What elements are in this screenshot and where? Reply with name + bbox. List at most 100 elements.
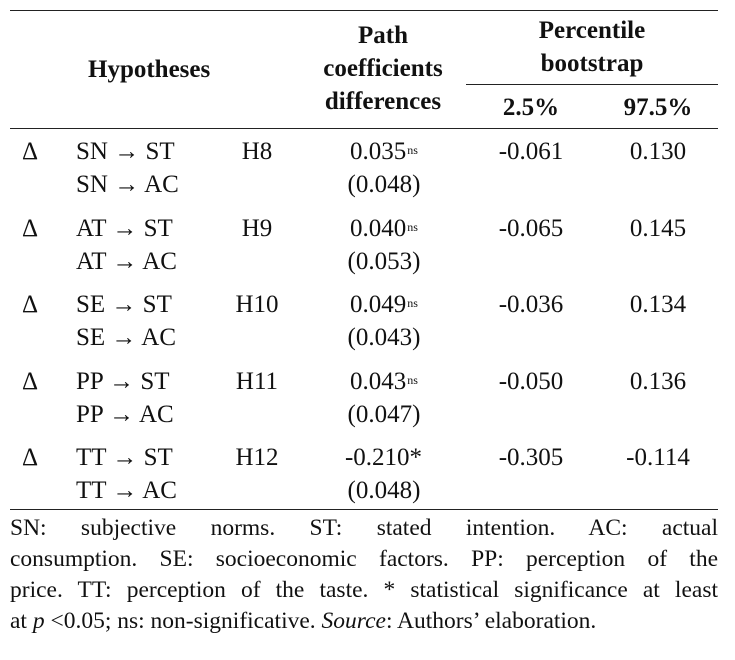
- standard-error: (0.048): [322, 476, 446, 506]
- significance-marker: ns: [407, 296, 418, 310]
- delta-symbol-text: Δ: [22, 214, 39, 242]
- header-hypotheses: Hypotheses: [88, 56, 211, 83]
- ci-low: -0.305: [476, 443, 586, 473]
- path-from-st-text: SE → ST: [76, 291, 172, 318]
- path-from-st: AT → ST: [76, 214, 206, 244]
- header-path-line2: coefficients: [323, 55, 443, 82]
- note-source-italic: Source: [321, 608, 386, 634]
- coefficient-diff: 0.049ns: [322, 290, 446, 320]
- standard-error: (0.053): [322, 247, 446, 277]
- header-bootstrap-line2: bootstrap: [540, 50, 644, 77]
- delta-symbol-text: Δ: [22, 138, 39, 165]
- header-path-line1: Path: [358, 22, 408, 49]
- standard-error-text: (0.048): [347, 477, 421, 504]
- bootstrap-subrule: [466, 84, 718, 85]
- coefficient-diff-text: 0.043: [350, 367, 407, 395]
- ci-high: 0.134: [598, 290, 718, 320]
- ci-high-text: -0.114: [626, 444, 690, 471]
- ci-high: 0.130: [598, 137, 718, 167]
- path-from-ac: PP → AC: [76, 400, 206, 430]
- path-from-st-text: PP → ST: [76, 367, 170, 395]
- ci-high: 0.136: [598, 367, 718, 397]
- ci-high: -0.114: [598, 443, 718, 473]
- standard-error: (0.048): [322, 170, 446, 200]
- path-from-ac: AT → AC: [76, 247, 206, 277]
- ci-high-text: 0.134: [629, 291, 687, 318]
- hypothesis-id-text: H8: [241, 138, 273, 165]
- header-path-line3: differences: [324, 88, 442, 115]
- delta-symbol: Δ: [22, 443, 46, 473]
- hypothesis-id: H12: [222, 443, 292, 473]
- standard-error: (0.043): [322, 323, 446, 353]
- delta-symbol-text: Δ: [22, 291, 39, 318]
- path-from-ac-text: SE → AC: [76, 324, 177, 351]
- hypothesis-id-text: H9: [241, 214, 273, 242]
- delta-symbol-text: Δ: [22, 367, 39, 395]
- standard-error-text: (0.053): [347, 247, 421, 275]
- path-from-st: PP → ST: [76, 367, 206, 397]
- path-from-ac-text: AT → AC: [76, 247, 177, 275]
- note-p-italic: p: [32, 608, 45, 634]
- ci-low: -0.061: [476, 137, 586, 167]
- significance-marker: ns: [407, 219, 418, 234]
- path-from-ac-text: SN → AC: [76, 171, 179, 198]
- hypothesis-id-text: H12: [235, 444, 279, 471]
- ci-low: -0.036: [476, 290, 586, 320]
- path-from-ac-text: TT → AC: [76, 477, 177, 504]
- hypothesis-id-text: H10: [235, 291, 279, 318]
- delta-symbol: Δ: [22, 214, 46, 244]
- ci-high-text: 0.130: [629, 138, 687, 165]
- coefficient-diff: 0.040ns: [322, 214, 446, 244]
- path-from-st: SN → ST: [76, 137, 206, 167]
- ci-low-text: -0.050: [498, 367, 564, 395]
- path-from-ac: TT → AC: [76, 476, 206, 506]
- note-text: : Authors’ elaboration.: [385, 608, 597, 634]
- header-bootstrap-line1: Percentile: [538, 17, 646, 44]
- hypothesis-id: H9: [222, 214, 292, 244]
- path-from-st: TT → ST: [76, 443, 206, 473]
- note-text: <0.05; ns: non-significative.: [44, 608, 322, 634]
- coefficient-diff: 0.043ns: [322, 367, 446, 397]
- note-text: at: [10, 608, 33, 634]
- delta-symbol-text: Δ: [22, 444, 39, 471]
- path-from-ac-text: PP → AC: [76, 400, 174, 428]
- ci-low-text: -0.305: [498, 444, 564, 471]
- note-line: consumption. SE: socioeconomic factors. …: [10, 546, 718, 572]
- header-high: 97.5%: [623, 94, 693, 121]
- table-top-rule: [10, 10, 718, 11]
- hypothesis-id: H11: [222, 367, 292, 397]
- coefficient-diff-text: 0.049: [350, 291, 407, 318]
- standard-error-text: (0.043): [347, 324, 421, 351]
- table-note: SN: subjective norms. ST: stated intenti…: [10, 513, 718, 637]
- ci-low-text: -0.036: [498, 291, 564, 318]
- table-bottom-rule: [10, 509, 718, 510]
- coefficient-diff-text: 0.035: [350, 138, 407, 165]
- path-from-st: SE → ST: [76, 290, 206, 320]
- ci-low: -0.065: [476, 214, 586, 244]
- delta-symbol: Δ: [22, 290, 46, 320]
- coefficient-diff-text: -0.210*: [344, 444, 423, 471]
- header-bottom-rule: [10, 128, 718, 129]
- ci-high-text: 0.136: [629, 367, 687, 395]
- significance-marker: ns: [407, 372, 418, 387]
- standard-error-text: (0.048): [347, 171, 421, 198]
- delta-symbol: Δ: [22, 367, 46, 397]
- path-from-st-text: TT → ST: [76, 444, 173, 471]
- coefficient-diff: 0.035ns: [322, 137, 446, 167]
- header-low: 2.5%: [502, 94, 560, 121]
- path-from-st-text: AT → ST: [76, 214, 173, 242]
- significance-marker: ns: [407, 143, 418, 157]
- ci-high-text: 0.145: [629, 214, 687, 242]
- ci-low: -0.050: [476, 367, 586, 397]
- ci-low-text: -0.061: [498, 138, 564, 165]
- path-from-st-text: SN → ST: [76, 138, 175, 165]
- standard-error: (0.047): [322, 400, 446, 430]
- ci-high: 0.145: [598, 214, 718, 244]
- delta-symbol: Δ: [22, 137, 46, 167]
- path-from-ac: SN → AC: [76, 170, 206, 200]
- note-line: at p <0.05; ns: non-significative. Sourc…: [10, 606, 718, 637]
- coefficient-diff: -0.210*: [322, 443, 446, 473]
- hypothesis-id: H8: [222, 137, 292, 167]
- note-line: price. TT: perception of the taste. * st…: [10, 577, 718, 603]
- ci-low-text: -0.065: [498, 214, 564, 242]
